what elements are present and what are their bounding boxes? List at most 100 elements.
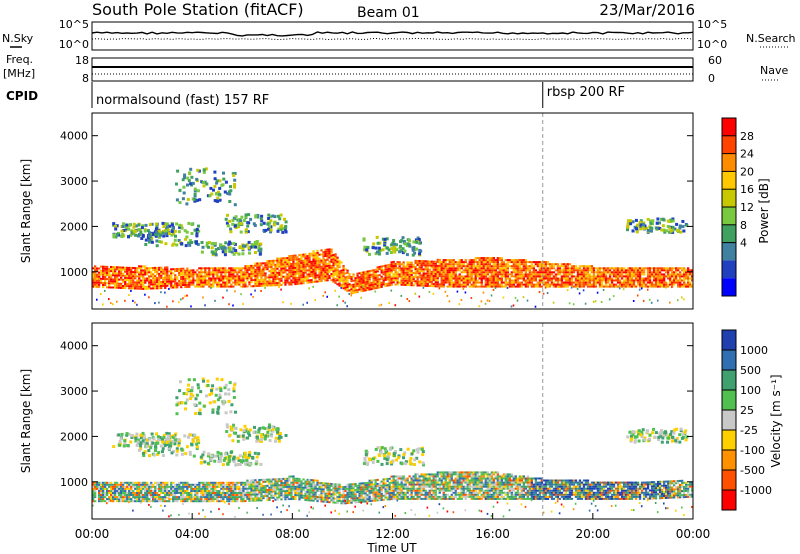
data-cell bbox=[352, 291, 355, 294]
data-cell bbox=[494, 273, 497, 276]
data-cell bbox=[242, 494, 245, 496]
data-cell bbox=[424, 264, 427, 267]
data-cell bbox=[252, 487, 255, 490]
freq-label-2: [MHz] bbox=[3, 67, 35, 80]
data-cell bbox=[248, 491, 251, 494]
data-cell bbox=[274, 284, 277, 287]
data-cell bbox=[300, 259, 303, 262]
data-cell bbox=[388, 302, 391, 305]
data-cell bbox=[192, 273, 195, 276]
data-cell bbox=[174, 494, 177, 496]
data-cell bbox=[136, 275, 139, 278]
data-cell bbox=[102, 277, 105, 280]
data-cell bbox=[691, 273, 693, 276]
data-cell bbox=[154, 271, 157, 273]
data-cell bbox=[570, 286, 573, 289]
data-cell bbox=[102, 275, 105, 278]
data-cell bbox=[492, 273, 495, 276]
data-cell bbox=[514, 267, 517, 270]
data-cell bbox=[226, 285, 229, 288]
data-cell bbox=[296, 479, 299, 482]
data-cell bbox=[608, 269, 612, 272]
data-cell bbox=[204, 277, 207, 280]
data-cell bbox=[472, 263, 475, 266]
data-cell bbox=[233, 242, 237, 246]
data-cell bbox=[358, 272, 361, 275]
data-cell bbox=[120, 494, 123, 496]
data-cell bbox=[386, 284, 389, 287]
data-cell bbox=[144, 265, 147, 268]
data-cell bbox=[183, 176, 186, 180]
data-cell bbox=[316, 249, 319, 252]
data-cell bbox=[170, 268, 173, 271]
data-cell bbox=[130, 230, 134, 234]
data-cell bbox=[302, 271, 305, 274]
data-cell bbox=[218, 275, 221, 278]
data-cell bbox=[318, 268, 321, 270]
data-cell bbox=[510, 259, 513, 262]
data-cell bbox=[258, 497, 261, 500]
data-cell bbox=[193, 187, 197, 191]
data-cell bbox=[170, 498, 173, 501]
data-cell bbox=[624, 275, 628, 278]
data-cell bbox=[200, 281, 203, 284]
data-cell bbox=[284, 277, 287, 280]
data-cell bbox=[234, 515, 236, 518]
data-cell bbox=[416, 262, 419, 264]
data-cell bbox=[270, 259, 273, 262]
data-cell bbox=[677, 299, 679, 302]
data-cell bbox=[272, 484, 275, 487]
data-cell bbox=[638, 281, 642, 284]
data-cell bbox=[171, 223, 174, 227]
data-cell bbox=[272, 500, 274, 503]
data-cell bbox=[212, 277, 215, 280]
data-cell bbox=[332, 256, 335, 258]
data-cell bbox=[639, 219, 643, 223]
data-cell bbox=[106, 502, 108, 505]
data-cell bbox=[638, 220, 642, 224]
data-cell bbox=[602, 285, 606, 288]
data-cell bbox=[352, 285, 355, 288]
data-cell bbox=[96, 285, 99, 288]
data-cell bbox=[460, 261, 463, 264]
data-cell bbox=[620, 273, 624, 276]
data-cell bbox=[118, 487, 121, 490]
data-cell bbox=[277, 214, 280, 218]
data-cell bbox=[406, 242, 409, 246]
data-cell bbox=[198, 496, 201, 499]
data-cell bbox=[216, 483, 219, 486]
data-cell bbox=[228, 494, 231, 496]
data-cell bbox=[157, 232, 161, 236]
data-cell bbox=[392, 244, 396, 248]
data-cell bbox=[252, 485, 255, 488]
data-cell bbox=[646, 281, 650, 284]
data-cell bbox=[124, 274, 127, 277]
data-cell bbox=[164, 286, 167, 289]
data-cell bbox=[106, 282, 109, 285]
data-cell bbox=[250, 273, 253, 275]
data-cell bbox=[148, 492, 151, 494]
data-cell bbox=[272, 263, 275, 266]
data-cell bbox=[578, 267, 582, 270]
data-cell bbox=[308, 493, 311, 496]
data-cell bbox=[518, 285, 521, 288]
data-cell bbox=[474, 277, 477, 280]
data-cell bbox=[300, 253, 303, 256]
data-cell bbox=[264, 266, 267, 269]
data-cell bbox=[576, 277, 580, 280]
data-cell bbox=[502, 267, 505, 270]
data-cell bbox=[180, 286, 183, 289]
data-cell bbox=[377, 252, 381, 256]
data-cell bbox=[114, 276, 117, 279]
data-cell bbox=[272, 276, 275, 279]
data-cell bbox=[234, 215, 238, 219]
data-cell bbox=[274, 494, 277, 497]
data-cell bbox=[336, 258, 339, 261]
data-cell bbox=[256, 481, 259, 484]
data-cell bbox=[248, 267, 251, 269]
data-cell bbox=[416, 272, 419, 275]
data-cell bbox=[460, 263, 463, 266]
data-cell bbox=[372, 281, 375, 284]
data-cell bbox=[376, 268, 379, 271]
data-cell bbox=[252, 295, 254, 298]
